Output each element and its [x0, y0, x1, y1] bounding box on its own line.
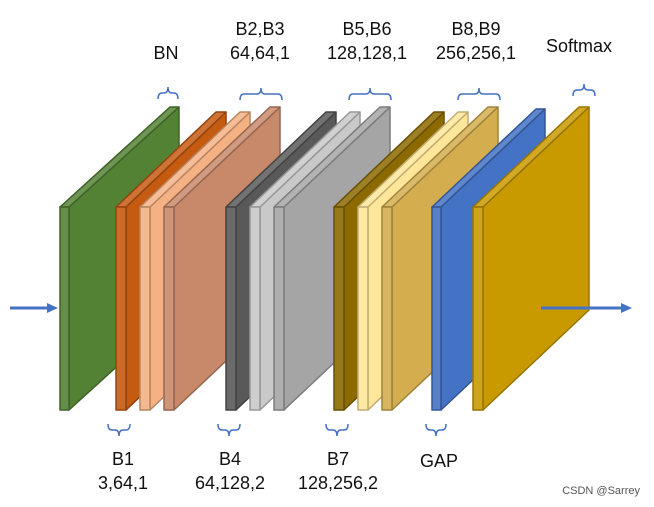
layer-gap-front	[431, 206, 442, 411]
label-b2b3-name: B2,B3	[235, 19, 285, 39]
layer-b4-front	[225, 206, 237, 411]
label-b8b9-name: B8,B9	[451, 19, 501, 39]
label-b4-name: B4	[218, 449, 242, 469]
bracket-b7	[325, 423, 349, 437]
label-b7-shape: 128,256,2	[297, 473, 379, 493]
label-b1-name: B1	[111, 449, 135, 469]
layer-b7-front	[333, 206, 345, 411]
layer-b9-front	[381, 206, 393, 411]
bracket-b2b3	[239, 87, 283, 101]
bracket-bn	[157, 86, 179, 100]
layer-b3-front	[163, 206, 175, 411]
label-b5b6-shape: 128,128,1	[326, 43, 408, 63]
bracket-b8b9	[457, 87, 501, 101]
layer-softmax	[472, 106, 590, 411]
label-b5b6-name: B5,B6	[342, 19, 392, 39]
bracket-b5b6	[348, 87, 392, 101]
layer-b2-front	[139, 206, 151, 411]
input-arrow	[10, 303, 58, 313]
label-softmax: Softmax	[545, 36, 613, 56]
layer-b8-front	[357, 206, 369, 411]
layer-input-front	[59, 206, 70, 411]
label-b2b3-shape: 64,64,1	[229, 43, 291, 63]
label-b8b9-shape: 256,256,1	[435, 43, 517, 63]
bracket-softmax	[572, 83, 596, 97]
label-b7-name: B7	[326, 449, 350, 469]
layer-softmax-front	[472, 206, 484, 411]
bracket-gap	[425, 423, 447, 437]
bracket-b4	[217, 423, 241, 437]
layer-b6-front	[273, 206, 285, 411]
label-bn: BN	[153, 43, 179, 63]
label-b1-shape: 3,64,1	[97, 473, 149, 493]
label-b4-shape: 64,128,2	[194, 473, 266, 493]
label-gap: GAP	[419, 451, 458, 471]
layer-b1-front	[115, 206, 127, 411]
watermark: CSDN @Sarrey	[562, 485, 640, 497]
bracket-b1	[107, 423, 131, 437]
output-arrow	[541, 303, 632, 313]
layer-b5-front	[249, 206, 261, 411]
